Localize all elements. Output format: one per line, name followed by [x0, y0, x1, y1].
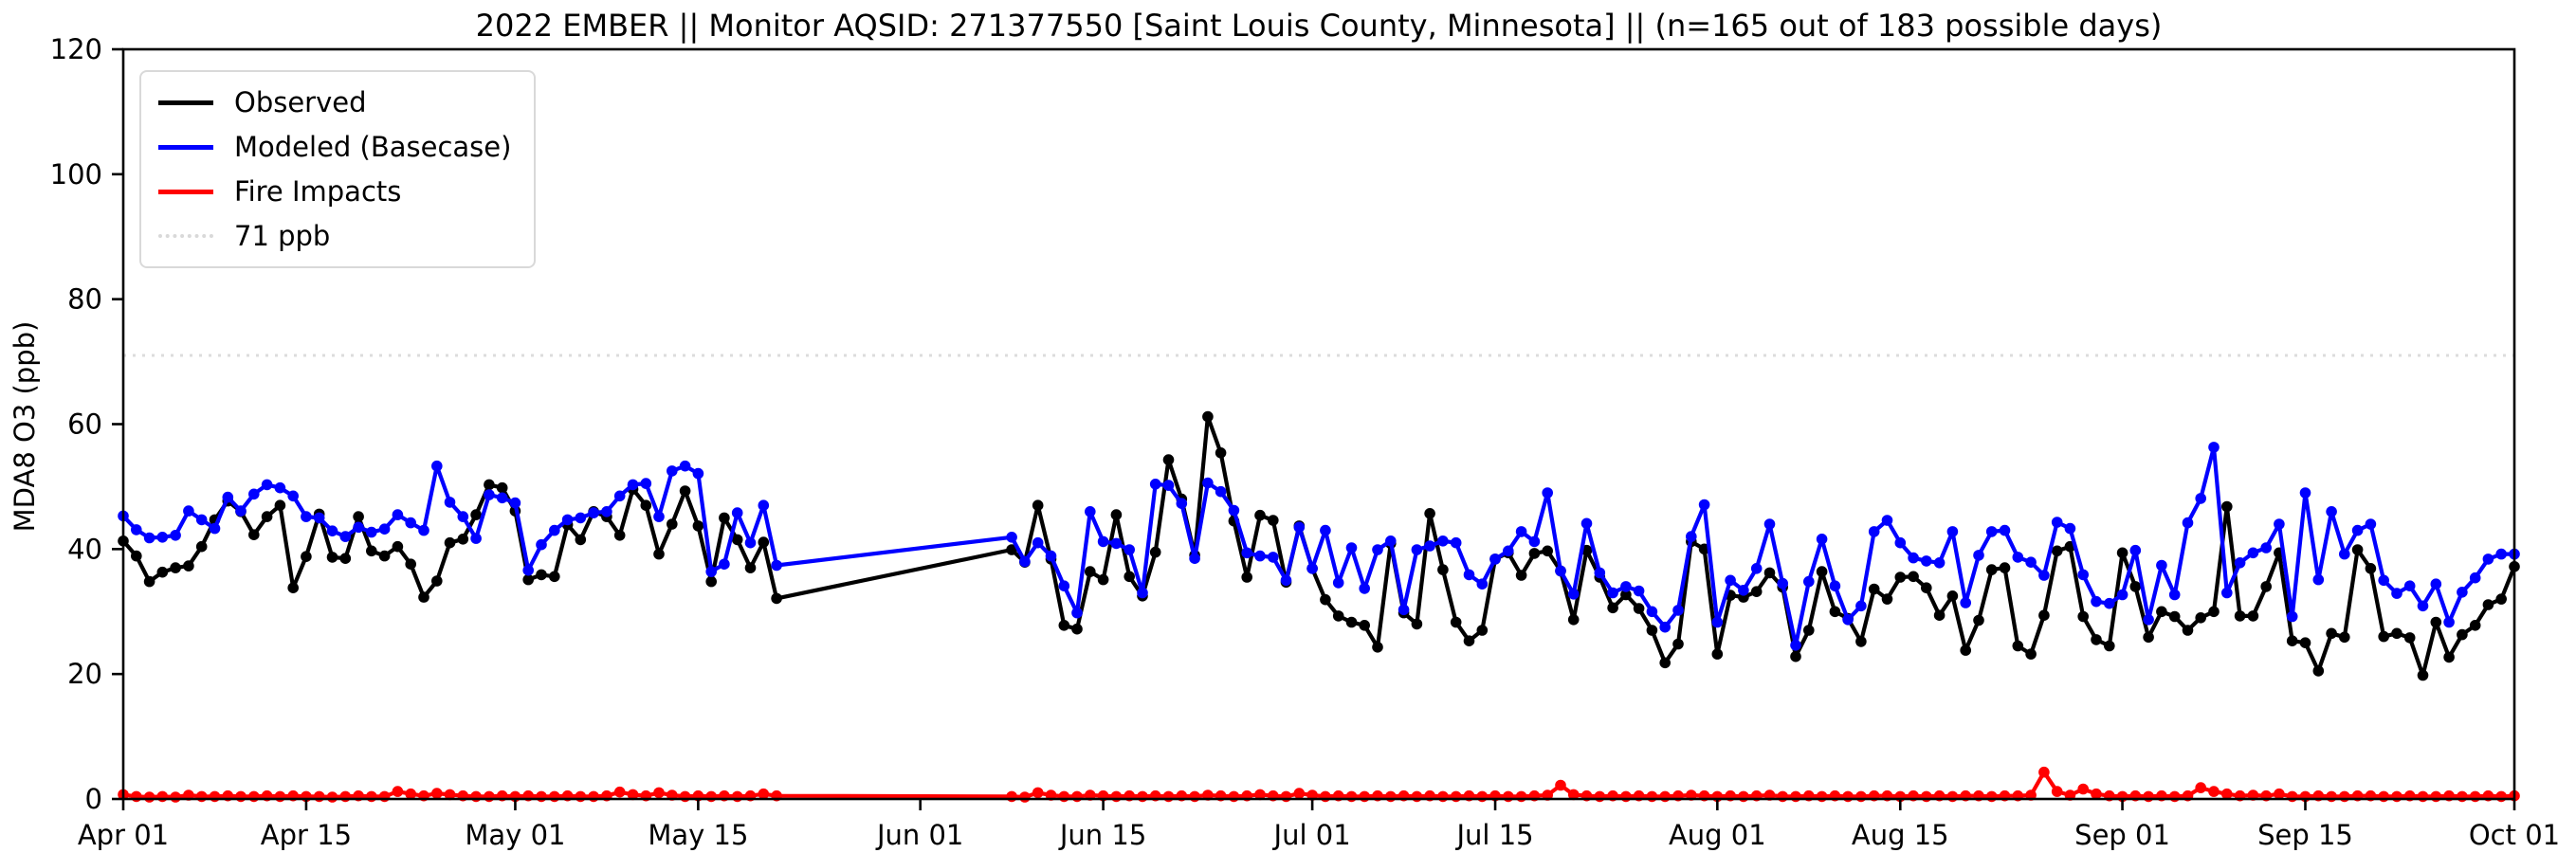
- svg-text:80: 80: [67, 283, 102, 316]
- svg-text:Apr 01: Apr 01: [78, 819, 169, 851]
- svg-text:Apr 15: Apr 15: [261, 819, 352, 851]
- svg-text:Jul 15: Jul 15: [1454, 819, 1533, 851]
- legend-label: 71 ppb: [234, 220, 331, 252]
- svg-text:Jun 01: Jun 01: [875, 819, 963, 851]
- svg-text:100: 100: [50, 158, 102, 191]
- legend-item-threshold: 71 ppb: [158, 217, 511, 255]
- legend-item-fire: Fire Impacts: [158, 172, 511, 210]
- svg-text:Sep 01: Sep 01: [2074, 819, 2170, 851]
- y-axis-ticks: 0 20 40 60 80 100 120: [50, 33, 123, 815]
- svg-text:20: 20: [67, 658, 102, 690]
- legend-label: Modeled (Basecase): [234, 131, 512, 163]
- svg-text:Sep 15: Sep 15: [2257, 819, 2353, 851]
- svg-text:May 15: May 15: [648, 819, 748, 851]
- svg-text:60: 60: [67, 408, 102, 441]
- legend-label: Fire Impacts: [234, 175, 402, 208]
- svg-text:120: 120: [50, 33, 102, 65]
- series-modeled-basecase-: [118, 442, 2520, 651]
- legend-label: Observed: [234, 86, 367, 118]
- svg-text:Aug 15: Aug 15: [1852, 819, 1949, 851]
- svg-text:0: 0: [85, 783, 102, 815]
- svg-text:40: 40: [67, 533, 102, 565]
- svg-text:May 01: May 01: [465, 819, 565, 851]
- legend-item-observed: Observed: [158, 83, 511, 121]
- series-fire-impacts: [118, 766, 2520, 803]
- threshold-line-sample: [158, 234, 213, 238]
- x-axis-ticks: Apr 01 Apr 15 May 01 May 15 Jun 01 Jun 15 Jul …: [78, 799, 2560, 851]
- svg-text:Jun 15: Jun 15: [1058, 819, 1146, 851]
- modeled-line-sample: [158, 144, 213, 150]
- observed-line-sample: [158, 100, 213, 105]
- svg-text:Aug 01: Aug 01: [1669, 819, 1766, 851]
- chart-title: 2022 EMBER || Monitor AQSID: 271377550 […: [475, 8, 2163, 44]
- legend-item-modeled: Modeled (Basecase): [158, 128, 511, 166]
- fire-line-sample: [158, 189, 213, 194]
- legend: Observed Modeled (Basecase) Fire Impacts…: [139, 70, 537, 268]
- svg-text:Oct 01: Oct 01: [2469, 819, 2560, 851]
- svg-text:Jul 01: Jul 01: [1272, 819, 1351, 851]
